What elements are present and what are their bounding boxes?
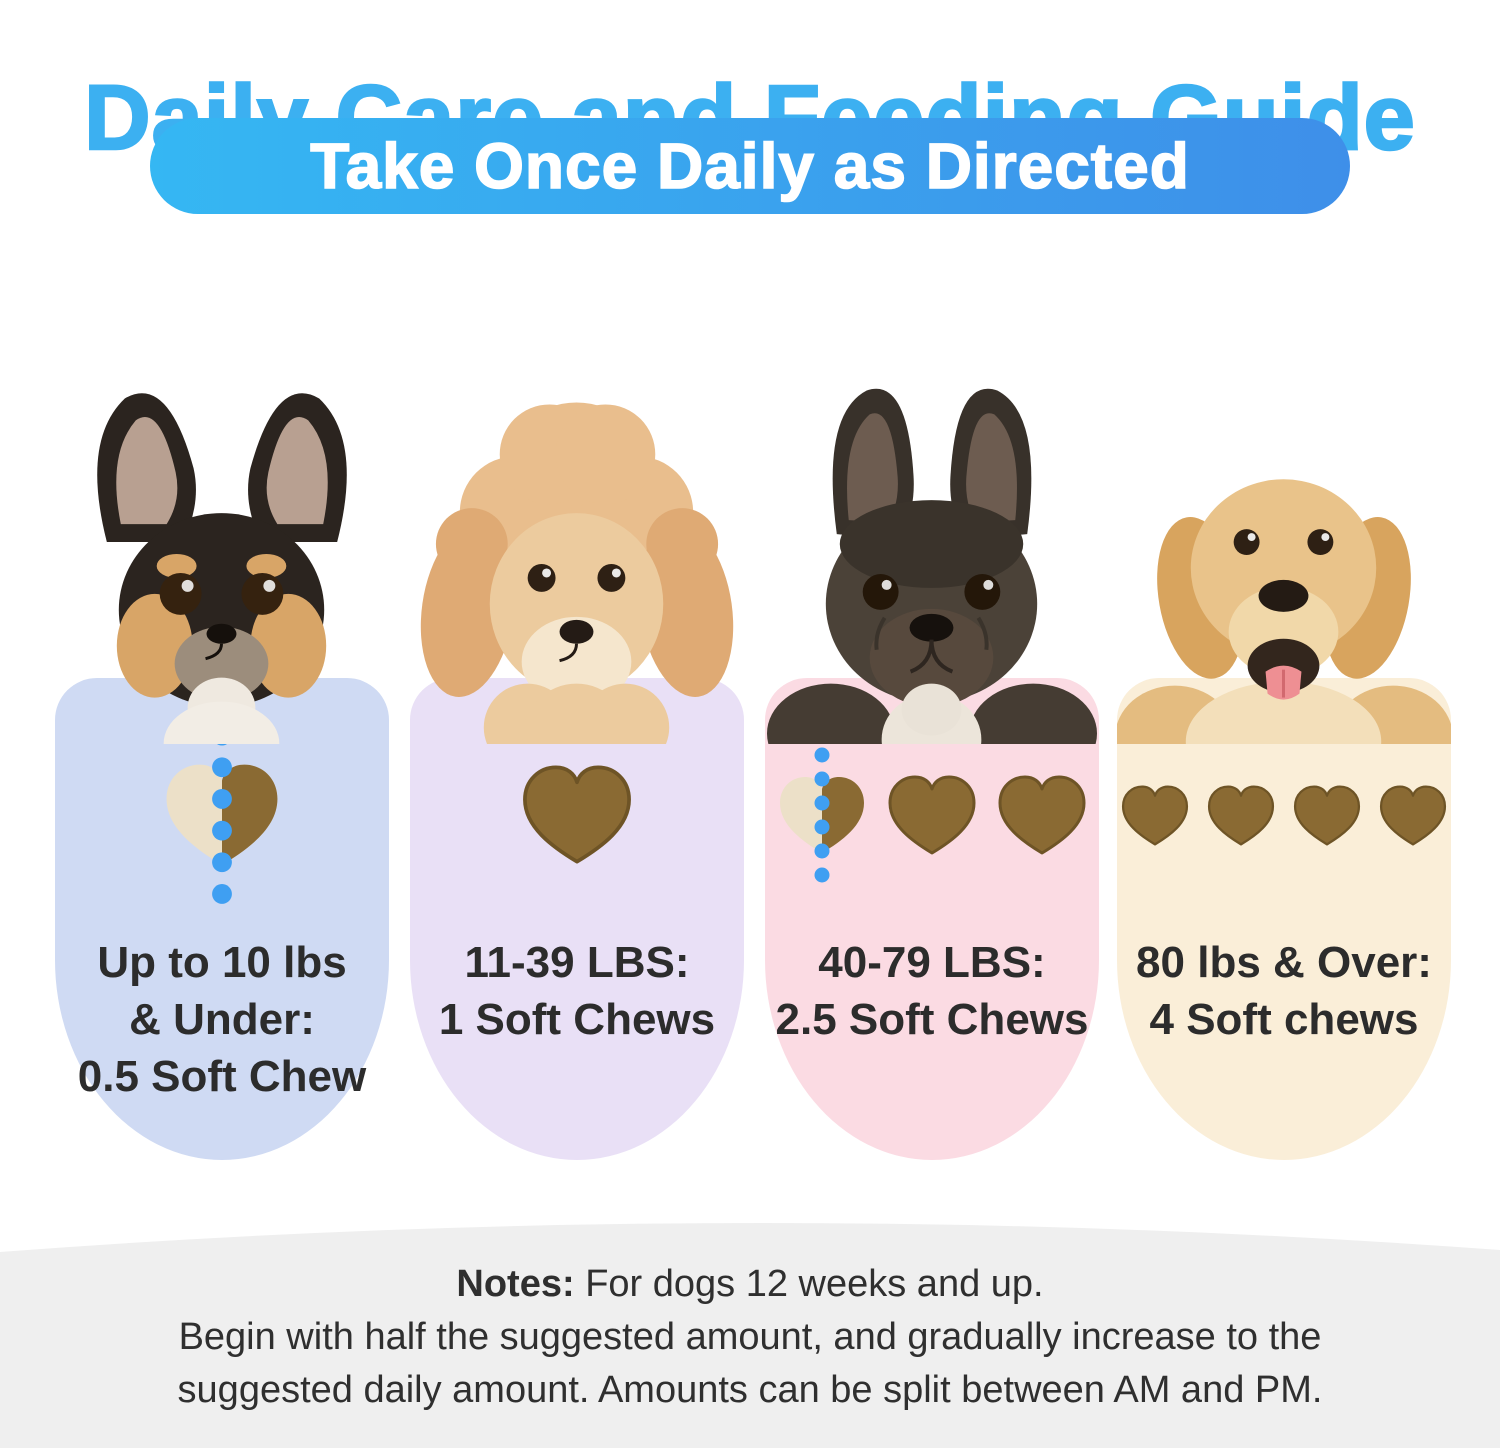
dose-line: 1 Soft Chews (438, 995, 716, 1045)
soft-chew-icon (998, 775, 1086, 855)
soft-chew-icon (1121, 785, 1189, 846)
soft-chew-icon (1379, 785, 1447, 846)
directions-banner-label: Take Once Daily as Directed (309, 129, 1190, 203)
footer-curved-background (0, 1222, 1500, 1448)
dog-photo-french-bulldog (767, 388, 1097, 744)
soft-chew-icon (888, 775, 976, 855)
dog-photo-golden-retriever (1117, 479, 1451, 744)
half-soft-chew-icon (780, 723, 864, 883)
dose-text: 11-39 LBS: 1 Soft Chews (439, 934, 715, 1048)
weight-column-11-39lbs: 11-39 LBS: 1 Soft Chews (410, 372, 744, 1160)
notes-text: Notes: For dogs 12 weeks and up. Begin w… (0, 1258, 1500, 1417)
dose-pill: 11-39 LBS: 1 Soft Chews (410, 678, 744, 1160)
dog-photo-poodle (420, 402, 734, 744)
dose-line: 40-79 LBS: (818, 938, 1046, 987)
dose-line: 4 Soft chews (1149, 995, 1419, 1045)
weight-column-80lbs-over: 80 lbs & Over: 4 Soft chews (1117, 372, 1451, 1160)
dose-text: 80 lbs & Over: 4 Soft chews (1136, 934, 1432, 1048)
dose-text: Up to 10 lbs & Under: 0.5 Soft Chew (78, 934, 367, 1106)
chew-dose-icons (1117, 702, 1451, 932)
dose-line: Up to 10 lbs (97, 938, 347, 987)
weight-column-up-to-10lbs: Up to 10 lbs & Under: 0.5 Soft Chew (55, 372, 389, 1160)
dose-pill: 80 lbs & Over: 4 Soft chews (1117, 678, 1451, 1160)
notes-line-1: Notes: For dogs 12 weeks and up. (0, 1258, 1500, 1311)
chew-dose-icons (156, 693, 288, 932)
dose-text: 40-79 LBS: 2.5 Soft Chews (776, 934, 1089, 1048)
soft-chew-icon (1207, 785, 1275, 846)
soft-chew-icon (523, 765, 631, 864)
chew-dose-icons (515, 702, 639, 932)
directions-banner: Take Once Daily as Directed (150, 118, 1350, 214)
dose-line: 11-39 LBS: (464, 938, 690, 987)
weight-column-40-79lbs: 40-79 LBS: 2.5 Soft Chews (765, 372, 1099, 1160)
dose-pill: Up to 10 lbs & Under: 0.5 Soft Chew (55, 678, 389, 1160)
notes-line-1-rest: For dogs 12 weeks and up. (574, 1263, 1044, 1305)
notes-bold-label: Notes: (456, 1263, 575, 1305)
dog-photo-chihuahua (97, 393, 347, 744)
dose-line: 2.5 Soft Chews (775, 995, 1089, 1045)
dose-pill: 40-79 LBS: 2.5 Soft Chews (765, 678, 1099, 1160)
notes-line-2: Begin with half the suggested amount, an… (178, 1316, 1322, 1358)
notes-line-3: suggested daily amount. Amounts can be s… (177, 1369, 1323, 1411)
dose-line: 80 lbs & Over: (1136, 938, 1432, 987)
dose-line: & Under: (129, 995, 315, 1045)
soft-chew-icon (1293, 785, 1361, 846)
half-soft-chew-icon (166, 693, 278, 904)
dose-line: 0.5 Soft Chew (77, 1052, 367, 1102)
